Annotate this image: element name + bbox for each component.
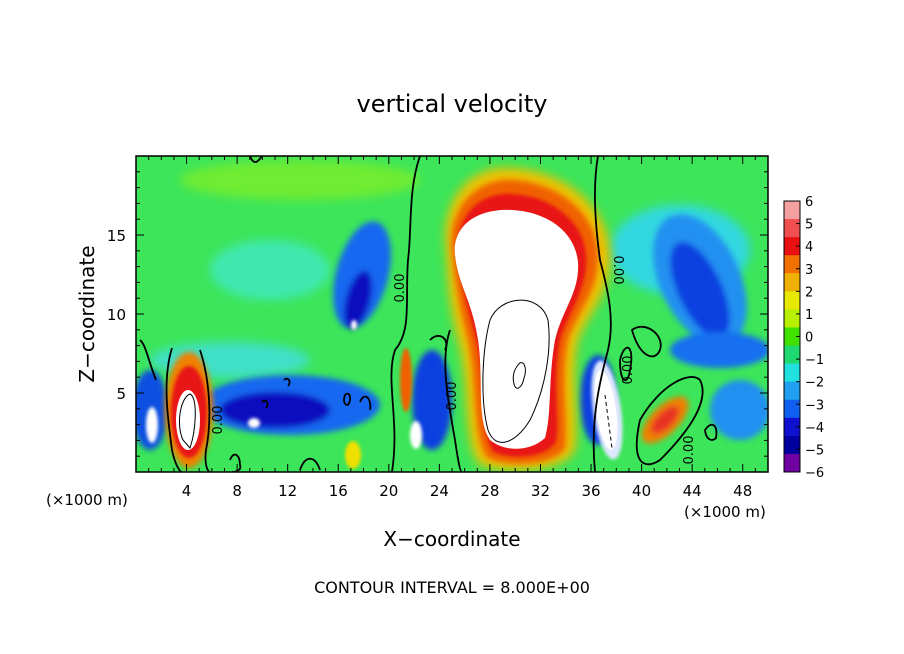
- plot-area: 0.00 0.00 0.00 0.00 0.00 0.00: [136, 156, 768, 472]
- contour-label: 0.00: [393, 274, 408, 303]
- colorbar-segment: [784, 345, 800, 365]
- x-axis-label: X−coordinate: [383, 527, 520, 551]
- colorbar-label: 4: [805, 240, 813, 255]
- y-axis: 5 10 15: [107, 171, 768, 457]
- colorbar-label: −2: [805, 376, 824, 391]
- colorbar-segment: [784, 291, 800, 310]
- contour-label: 0.00: [682, 436, 697, 465]
- x-tick-label: 24: [430, 482, 449, 500]
- x-tick-label: 8: [232, 482, 242, 500]
- colorbar-segment: [784, 453, 800, 473]
- contour-label-group: 0.00 0.00 0.00 0.00 0.00 0.00: [211, 256, 697, 465]
- colorbar-segment: [784, 435, 800, 455]
- x-tick-label: 20: [379, 482, 398, 500]
- colorbar-segment: [784, 363, 800, 383]
- contour-label: 0.00: [445, 382, 460, 411]
- downdraft-upper-right-core: [670, 241, 730, 339]
- colorbar-segment: [784, 381, 800, 401]
- x-tick-label: 36: [581, 482, 600, 500]
- zero-contours: [139, 156, 718, 472]
- colorbar-segment: [784, 237, 800, 256]
- x-axis: 4 8 12 16 20 24 28 32 36 40 44 48: [148, 156, 756, 500]
- updraft-lower-right: [641, 396, 689, 444]
- downdraft-right-low: [710, 380, 768, 440]
- downdraft-center-left: [412, 350, 452, 450]
- x-tick-label: 32: [531, 482, 550, 500]
- x-tick-label: 4: [182, 482, 192, 500]
- left-updraft: [165, 352, 213, 468]
- x-unit-label-right: (×1000 m): [684, 503, 766, 521]
- colorbar-label: 5: [805, 218, 813, 233]
- colorbar-segment: [784, 273, 800, 292]
- main-updraft: [445, 167, 611, 471]
- colorbar-segment: [784, 309, 800, 328]
- colorbar-label: 6: [805, 195, 813, 210]
- y-tick-label: 10: [107, 306, 126, 324]
- updraft-mid: [146, 320, 422, 469]
- chart-title: vertical velocity: [357, 90, 548, 118]
- x-unit-label-left: (×1000 m): [46, 491, 128, 509]
- contour-label: 0.00: [621, 356, 636, 385]
- downdraft-mid-strip: [670, 332, 768, 368]
- x-tick-label: 16: [329, 482, 348, 500]
- colorbar-label: −3: [805, 398, 824, 413]
- colorbar: 6 5 4 3 2 1 0 −1 −2 −3 −4 −5 −6: [783, 195, 824, 481]
- colorbar-segment: [784, 417, 800, 437]
- x-tick-label: 12: [278, 482, 297, 500]
- colorbar-segment: [784, 399, 800, 419]
- field-cyan-left-upper: [210, 240, 330, 300]
- colorbar-label: 0: [805, 331, 813, 346]
- downdraft-low-left-core: [220, 392, 330, 428]
- colorbar-segment: [784, 327, 800, 347]
- x-tick-label: 28: [480, 482, 499, 500]
- x-tick-label: 44: [683, 482, 702, 500]
- contour-label: 0.00: [610, 256, 625, 285]
- colorbar-label: 1: [805, 308, 813, 323]
- x-tick-label: 40: [632, 482, 651, 500]
- downdraft-upper-left-core: [344, 270, 372, 330]
- y-axis-label: Z−coordinate: [75, 245, 99, 382]
- updraft-right: [591, 360, 623, 460]
- contour-label: 0.00: [211, 406, 226, 435]
- colorbar-label: −1: [805, 353, 824, 368]
- y-tick-label: 15: [107, 227, 126, 245]
- y-tick-label: 5: [116, 385, 126, 403]
- colorbar-label: 2: [805, 285, 813, 300]
- field-green-top: [180, 160, 420, 200]
- colorbar-label: −6: [805, 466, 824, 481]
- contour-interval-note: CONTOUR INTERVAL = 8.000E+00: [314, 578, 590, 597]
- colorbar-label: −4: [805, 421, 824, 436]
- colorbar-segment: [784, 201, 800, 220]
- colorbar-label: −5: [805, 443, 824, 458]
- x-tick-label: 48: [733, 482, 752, 500]
- colorbar-segment: [784, 255, 800, 274]
- colorbar-label: 3: [805, 263, 813, 278]
- colorbar-segment: [784, 219, 800, 238]
